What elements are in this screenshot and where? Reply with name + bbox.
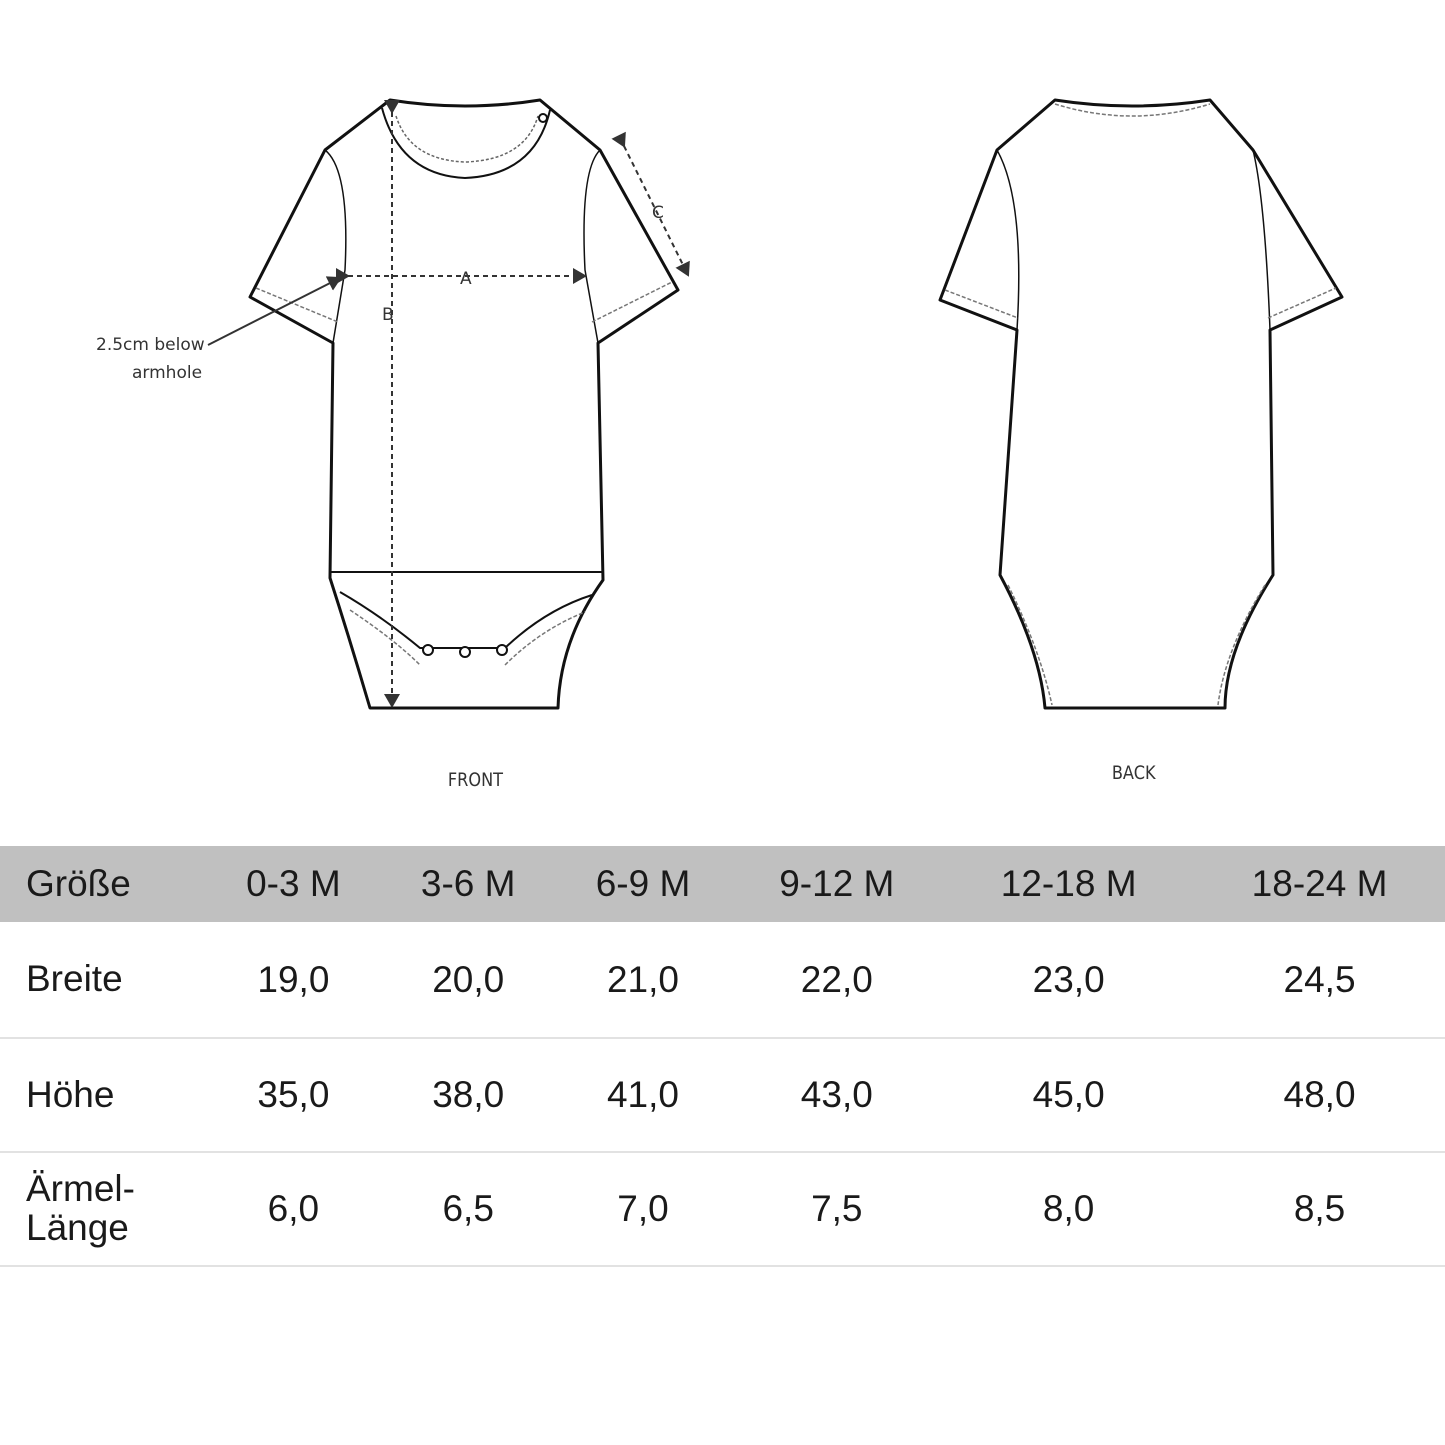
table-cell: 38,0 bbox=[432, 1074, 505, 1115]
back-label: BACK bbox=[1111, 762, 1156, 784]
table-cell: 24,5 bbox=[1283, 958, 1356, 1000]
size-header: 6-9 M bbox=[595, 863, 691, 904]
size-header: 9-12 M bbox=[779, 863, 895, 904]
measurement-lines bbox=[207, 100, 690, 708]
bodysuit-drawings: A B C 2.5cm below armhole bbox=[96, 98, 1344, 710]
size-header-row: Größe 0-3 M 3-6 M 6-9 M 9-12 M 12-18 M 1… bbox=[0, 846, 1445, 922]
table-cell: 41,0 bbox=[606, 1074, 679, 1115]
size-table: Größe 0-3 M 3-6 M 6-9 M 9-12 M 12-18 M 1… bbox=[0, 846, 1445, 1267]
size-header: 18-24 M bbox=[1251, 863, 1388, 904]
table-cell: 7,0 bbox=[617, 1188, 669, 1229]
size-header: 12-18 M bbox=[1000, 863, 1137, 904]
row-label: Breite bbox=[26, 958, 123, 1000]
measure-b-label: B bbox=[382, 305, 394, 325]
table-row: Breite 19,0 20,0 21,0 22,0 23,0 24,5 bbox=[0, 922, 1445, 1038]
row-label: Höhe bbox=[26, 1073, 115, 1115]
table-cell: 8,5 bbox=[1293, 1188, 1346, 1229]
back-bodysuit bbox=[938, 98, 1344, 710]
table-row: Ärmel- Länge 6,0 6,5 7,0 7,5 8,0 8,5 bbox=[0, 1152, 1445, 1266]
size-header: 3-6 M bbox=[420, 863, 516, 904]
table-cell: 6,5 bbox=[442, 1188, 494, 1229]
measure-c-label: C bbox=[652, 203, 664, 223]
size-header: 0-3 M bbox=[246, 863, 341, 904]
table-cell: 45,0 bbox=[1032, 1074, 1105, 1115]
table-row: Höhe 35,0 38,0 41,0 43,0 45,0 48,0 bbox=[0, 1038, 1445, 1152]
front-bodysuit bbox=[248, 98, 680, 710]
table-cell: 19,0 bbox=[257, 958, 330, 1000]
table-cell: 20,0 bbox=[432, 958, 505, 1000]
table-cell: 7,5 bbox=[811, 1188, 863, 1229]
annotation-line2: armhole bbox=[132, 363, 202, 383]
table-cell: 8,0 bbox=[1042, 1188, 1095, 1229]
table-cell: 43,0 bbox=[800, 1074, 873, 1115]
header-label: Größe bbox=[26, 862, 131, 904]
measure-a-label: A bbox=[460, 269, 472, 289]
annotation-line1: 2.5cm below bbox=[96, 335, 205, 355]
front-label: FRONT bbox=[447, 769, 504, 791]
table-cell: 48,0 bbox=[1283, 1074, 1356, 1115]
table-cell: 6,0 bbox=[267, 1188, 320, 1229]
table-cell: 23,0 bbox=[1032, 958, 1105, 1000]
table-cell: 35,0 bbox=[257, 1074, 330, 1115]
table-cell: 22,0 bbox=[800, 958, 873, 1000]
row-label: Ärmel- Länge bbox=[26, 1168, 135, 1248]
table-cell: 21,0 bbox=[606, 958, 679, 1000]
